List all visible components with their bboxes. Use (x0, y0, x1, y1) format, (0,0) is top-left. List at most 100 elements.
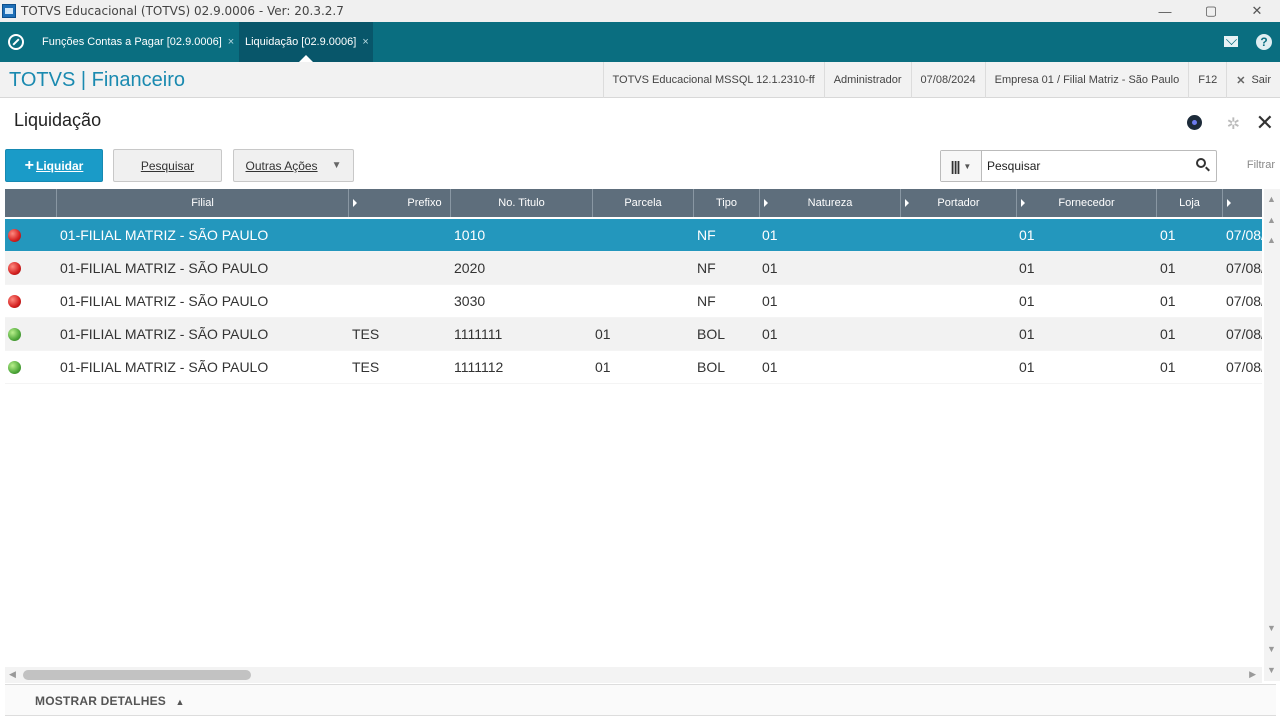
details-panel-toggle[interactable]: MOSTRAR DETALHES ▲ (5, 684, 1276, 716)
scroll-bottom-icon[interactable]: ▼ (1267, 665, 1276, 675)
table-row[interactable]: 01-FILIAL MATRIZ - SÃO PAULO TES 1111112… (5, 351, 1262, 384)
scroll-right-icon[interactable]: ▶ (1249, 669, 1256, 679)
cell-filial: 01-FILIAL MATRIZ - SÃO PAULO (60, 260, 269, 276)
filter-link[interactable]: Filtrar (1246, 159, 1275, 171)
cell-fornecedor: 01 (1019, 359, 1035, 375)
shortcut-label[interactable]: F12 (1188, 62, 1226, 98)
column-header-status[interactable] (5, 189, 57, 217)
details-label-text: MOSTRAR DETALHES (35, 694, 166, 708)
column-header-fornecedor[interactable]: Fornecedor (1017, 189, 1157, 217)
column-header-emissao[interactable] (1223, 189, 1262, 217)
cell-fornecedor: 01 (1019, 227, 1035, 243)
liquidar-label: Liquidar (36, 158, 84, 173)
column-header-label: Parcela (624, 197, 662, 209)
scroll-up-small-icon[interactable]: ▲ (1267, 235, 1276, 245)
window-titlebar: TOTVS Educacional (TOTVS) 02.9.0006 - Ve… (0, 0, 1280, 22)
app-brand: TOTVS | Financeiro (9, 69, 185, 91)
column-header-portador[interactable]: Portador (901, 189, 1017, 217)
table-row[interactable]: 01-FILIAL MATRIZ - SÃO PAULO 3030 NF 01 … (5, 285, 1262, 318)
cell-titulo: 1010 (454, 227, 486, 243)
cell-emissao: 07/08/ (1226, 326, 1262, 342)
column-header-natureza[interactable]: Natureza (760, 189, 901, 217)
horizontal-scrollbar[interactable]: ◀ ▶ (5, 667, 1262, 683)
tab-funcoes-contas-a-pagar[interactable]: Funções Contas a Pagar [02.9.0006] × (36, 22, 234, 62)
gear-icon[interactable]: ✲ (1226, 116, 1240, 133)
mail-icon[interactable] (1224, 36, 1238, 47)
column-header-prefixo[interactable]: Prefixo (349, 189, 451, 217)
column-header-parcela[interactable]: Parcela (593, 189, 694, 217)
tab-close-icon[interactable]: × (362, 36, 369, 48)
tab-close-icon[interactable]: × (227, 36, 235, 48)
scroll-top-icon[interactable]: ▲ (1267, 194, 1276, 204)
cell-emissao: 07/08/ (1226, 227, 1262, 243)
outras-acoes-label: Outras Ações (245, 158, 318, 173)
user-label[interactable]: Administrador (823, 62, 911, 98)
exit-label: Sair (1251, 74, 1271, 86)
expand-arrow-icon (905, 199, 909, 207)
cell-titulo: 2020 (454, 260, 486, 276)
scroll-down-icon[interactable]: ▼ (1267, 644, 1276, 654)
cell-prefixo: TES (352, 326, 380, 342)
cell-filial: 01-FILIAL MATRIZ - SÃO PAULO (60, 359, 269, 375)
minimize-icon[interactable]: — (1158, 3, 1172, 19)
cell-filial: 01-FILIAL MATRIZ - SÃO PAULO (60, 293, 269, 309)
column-header-label: Loja (1179, 197, 1200, 209)
cell-emissao: 07/08/ (1226, 293, 1262, 309)
search-box: ||| ▼ (940, 150, 1217, 182)
column-header-loja[interactable]: Loja (1157, 189, 1223, 217)
scroll-up-icon[interactable]: ▲ (1267, 215, 1276, 225)
table-row[interactable]: 01-FILIAL MATRIZ - SÃO PAULO TES 1111111… (5, 318, 1262, 351)
company-label[interactable]: Empresa 01 / Filial Matriz - São Paulo (984, 62, 1189, 98)
cell-prefixo: TES (352, 359, 380, 375)
column-header-tipo[interactable]: Tipo (694, 189, 760, 217)
cell-titulo: 1111112 (454, 359, 504, 375)
chevron-up-icon: ▲ (175, 697, 185, 707)
column-header-label: Fornecedor (1058, 197, 1115, 209)
table-row[interactable]: 01-FILIAL MATRIZ - SÃO PAULO 2020 NF 01 … (5, 252, 1262, 285)
tab-bar: Funções Contas a Pagar [02.9.0006] × Liq… (0, 22, 1280, 62)
search-icon[interactable] (1196, 158, 1206, 168)
date-label[interactable]: 07/08/2024 (910, 62, 985, 98)
column-header-label: Filial (191, 197, 214, 209)
window-close-icon[interactable]: ✕ (1251, 3, 1263, 18)
column-selector-button[interactable]: ||| ▼ (941, 151, 982, 181)
tab-liquidacao[interactable]: Liquidação [02.9.0006] × (239, 22, 373, 62)
cell-parcela: 01 (595, 359, 611, 375)
home-icon[interactable] (8, 34, 24, 50)
exit-button[interactable]: ✕ Sair (1226, 62, 1280, 98)
chevron-down-icon: ▼ (331, 160, 342, 171)
column-header-label: Prefixo (407, 197, 442, 209)
scroll-down-small-icon[interactable]: ▼ (1267, 623, 1276, 633)
cell-fornecedor: 01 (1019, 326, 1035, 342)
cell-titulo: 3030 (454, 293, 486, 309)
expand-arrow-icon (1227, 199, 1231, 207)
column-header-filial[interactable]: Filial (57, 189, 349, 217)
pesquisar-button[interactable]: Pesquisar (113, 149, 222, 182)
expand-arrow-icon (1021, 199, 1025, 207)
search-input[interactable] (987, 157, 1177, 175)
pesquisar-label: Pesquisar (140, 158, 195, 173)
help-icon[interactable]: ? (1256, 34, 1272, 50)
status-red-icon (8, 229, 21, 242)
scrollbar-thumb[interactable] (23, 670, 251, 680)
cell-emissao: 07/08/ (1226, 359, 1262, 375)
column-header-label: Natureza (807, 197, 853, 209)
vertical-scrollbar[interactable]: ▲ ▲ ▲ ▼ ▼ ▼ (1264, 189, 1280, 681)
app-icon (2, 4, 16, 18)
status-green-icon (8, 361, 21, 374)
cell-filial: 01-FILIAL MATRIZ - SÃO PAULO (60, 326, 269, 342)
scroll-left-icon[interactable]: ◀ (9, 669, 16, 679)
theme-icon[interactable] (1187, 115, 1202, 130)
cell-loja: 01 (1160, 293, 1176, 309)
outras-acoes-button[interactable]: Outras Ações ▼ (233, 149, 354, 182)
chevron-down-icon: ▼ (963, 161, 972, 171)
column-header-label: No. Titulo (498, 197, 545, 209)
column-header-no-titulo[interactable]: No. Titulo (451, 189, 593, 217)
restore-icon[interactable]: ▢ (1204, 3, 1218, 18)
close-icon[interactable]: ✕ (1255, 110, 1274, 135)
liquidar-button[interactable]: + Liquidar (5, 149, 103, 182)
cell-natureza: 01 (762, 227, 778, 243)
window-controls: — ▢ ✕ (1142, 0, 1280, 22)
cell-filial: 01-FILIAL MATRIZ - SÃO PAULO (60, 227, 269, 243)
table-row[interactable]: 01-FILIAL MATRIZ - SÃO PAULO 1010 NF 01 … (5, 219, 1262, 252)
